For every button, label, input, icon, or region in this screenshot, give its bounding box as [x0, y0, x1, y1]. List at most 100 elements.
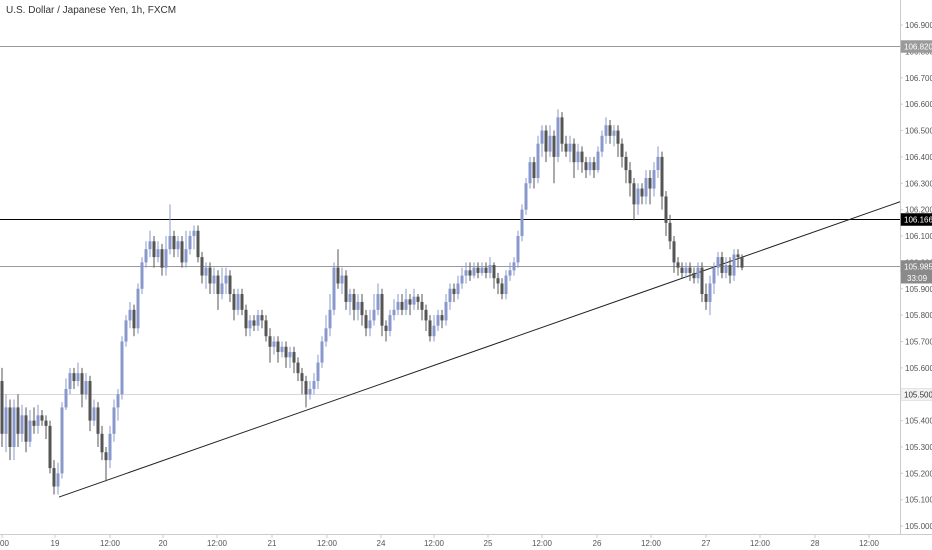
candle — [204, 262, 208, 289]
candle — [312, 373, 316, 395]
candle — [668, 214, 672, 250]
candle — [508, 262, 512, 281]
y-tick-label: 106.700 — [905, 74, 932, 83]
candle — [120, 336, 124, 400]
candle-body — [204, 267, 208, 276]
candle-body — [172, 236, 176, 250]
candle-body — [336, 267, 340, 284]
candle-body — [592, 162, 596, 171]
candle-body — [304, 381, 308, 395]
candle-body — [112, 407, 116, 434]
candle — [176, 236, 180, 258]
candle — [596, 146, 600, 173]
candle-body — [576, 151, 580, 163]
candle — [28, 410, 32, 447]
candle — [136, 283, 140, 334]
candle-body — [604, 125, 608, 136]
y-tick-label: 106.300 — [905, 179, 932, 188]
candle — [672, 236, 676, 273]
candle-body — [348, 294, 352, 302]
y-tick-label: 105.800 — [905, 311, 932, 320]
candle — [660, 151, 664, 210]
candle — [20, 404, 24, 442]
candle-body — [160, 249, 164, 268]
candle — [384, 320, 388, 342]
candle — [220, 267, 224, 300]
candle-body — [116, 394, 120, 408]
countdown-text: 33:09 — [907, 274, 928, 283]
candle-body — [692, 272, 696, 279]
x-tick-label: 20 — [159, 539, 168, 548]
candle-body — [456, 283, 460, 295]
candle — [84, 373, 88, 400]
candle — [444, 294, 448, 326]
candle — [76, 362, 80, 387]
candle — [452, 283, 456, 302]
candle — [500, 278, 504, 300]
candle — [216, 270, 220, 310]
candle — [196, 225, 200, 263]
candle-body — [88, 381, 92, 421]
candle — [128, 301, 132, 329]
candle-body — [676, 262, 680, 268]
candle — [620, 138, 624, 168]
candle — [172, 230, 176, 258]
y-tick-label: 105.900 — [905, 285, 932, 294]
candle-body — [540, 130, 544, 144]
candle — [156, 241, 160, 263]
candle — [716, 251, 720, 276]
candle — [572, 138, 576, 178]
candle-body — [648, 178, 652, 189]
x-tick-label: 21 — [268, 539, 277, 548]
candle — [112, 399, 116, 442]
candle — [212, 267, 216, 295]
y-tick-label: 105.300 — [905, 443, 932, 452]
candle-body — [280, 346, 284, 353]
candle-body — [628, 170, 632, 184]
candle — [320, 336, 324, 368]
candle — [616, 125, 620, 157]
candle-body — [544, 130, 548, 152]
candle — [8, 399, 12, 461]
candle — [292, 346, 296, 374]
candle-body — [152, 241, 156, 258]
price-label-badge — [900, 40, 932, 53]
candle — [588, 156, 592, 176]
candle — [680, 262, 684, 279]
candle-body — [356, 301, 360, 310]
candle-body — [468, 270, 472, 276]
candle-body — [376, 294, 380, 310]
candle — [644, 170, 648, 205]
candle-body — [500, 283, 504, 295]
y-tick-label: 106.400 — [905, 153, 932, 162]
candle — [92, 399, 96, 426]
candle-body — [476, 267, 480, 273]
candle-body — [412, 296, 416, 305]
candle — [32, 407, 36, 434]
candle — [640, 183, 644, 205]
candle — [720, 251, 724, 279]
candle — [704, 283, 708, 310]
candle — [0, 367, 4, 447]
candle-body — [668, 222, 672, 242]
candle-body — [660, 156, 664, 197]
x-tick-label: 12:00 — [100, 539, 121, 548]
candle-body — [708, 283, 712, 302]
candle — [436, 309, 440, 331]
candle — [288, 346, 292, 368]
candle — [732, 249, 736, 281]
candle — [600, 130, 604, 157]
candle — [544, 125, 548, 163]
candle-body — [524, 183, 528, 210]
candle-body — [56, 473, 60, 487]
trendline[interactable] — [58, 201, 901, 498]
candle-body — [724, 265, 728, 273]
candle — [316, 354, 320, 389]
candle-body — [572, 143, 576, 163]
candle-body — [312, 381, 316, 389]
candle-body — [124, 320, 128, 342]
candle-body — [332, 267, 336, 310]
candle-body — [276, 341, 280, 353]
candle — [228, 270, 232, 302]
